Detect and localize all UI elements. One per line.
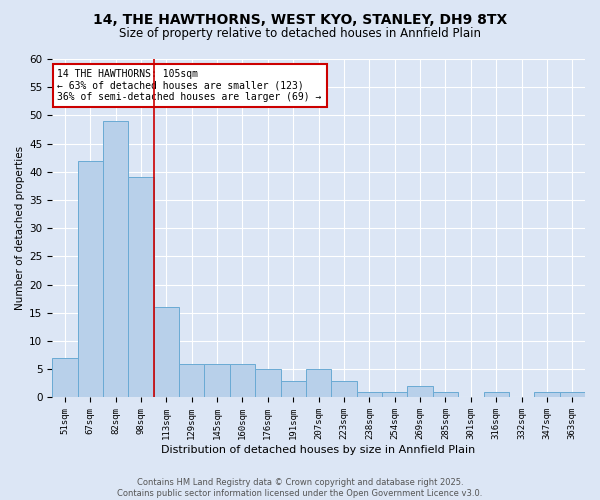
Bar: [230, 364, 255, 398]
Bar: [331, 380, 356, 398]
Bar: [52, 358, 77, 398]
Bar: [356, 392, 382, 398]
Y-axis label: Number of detached properties: Number of detached properties: [15, 146, 25, 310]
Bar: [103, 121, 128, 398]
Text: Size of property relative to detached houses in Annfield Plain: Size of property relative to detached ho…: [119, 28, 481, 40]
Text: 14, THE HAWTHORNS, WEST KYO, STANLEY, DH9 8TX: 14, THE HAWTHORNS, WEST KYO, STANLEY, DH…: [93, 12, 507, 26]
Bar: [382, 392, 407, 398]
Bar: [205, 364, 230, 398]
Bar: [407, 386, 433, 398]
Bar: [255, 370, 281, 398]
Bar: [484, 392, 509, 398]
Bar: [179, 364, 205, 398]
Bar: [128, 178, 154, 398]
Bar: [306, 370, 331, 398]
X-axis label: Distribution of detached houses by size in Annfield Plain: Distribution of detached houses by size …: [161, 445, 476, 455]
Bar: [433, 392, 458, 398]
Bar: [281, 380, 306, 398]
Bar: [77, 160, 103, 398]
Bar: [154, 307, 179, 398]
Text: 14 THE HAWTHORNS: 105sqm
← 63% of detached houses are smaller (123)
36% of semi-: 14 THE HAWTHORNS: 105sqm ← 63% of detach…: [58, 69, 322, 102]
Bar: [534, 392, 560, 398]
Bar: [560, 392, 585, 398]
Text: Contains HM Land Registry data © Crown copyright and database right 2025.
Contai: Contains HM Land Registry data © Crown c…: [118, 478, 482, 498]
